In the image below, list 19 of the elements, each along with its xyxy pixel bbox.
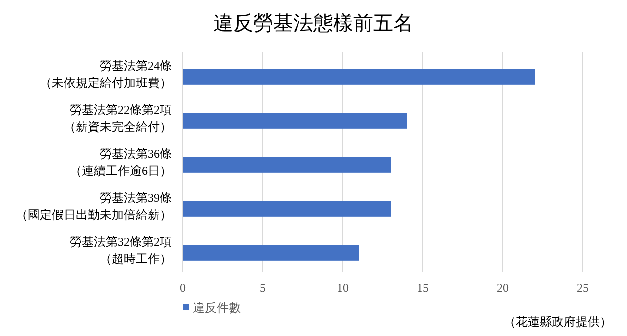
bar <box>183 113 407 129</box>
x-tick-label: 0 <box>180 281 186 295</box>
y-tick-label: 勞基法第39條（國定假日出勤未加倍給薪） <box>16 191 172 222</box>
x-tick-label: 25 <box>577 281 589 295</box>
bar <box>183 245 359 261</box>
bar <box>183 201 391 217</box>
chart-title: 違反勞基法態樣前五名 <box>214 13 414 35</box>
bar <box>183 69 535 85</box>
y-tick-label: 勞基法第32條第2項（超時工作） <box>70 235 172 266</box>
x-tick-label: 20 <box>497 281 509 295</box>
x-tick-label: 5 <box>260 281 266 295</box>
y-tick-label: 勞基法第22條第2項（薪資未完全給付） <box>64 103 172 134</box>
y-tick-label: 勞基法第24條（未依規定給付加班費） <box>40 59 172 90</box>
legend-label: 違反件數 <box>193 301 241 315</box>
x-tick-label: 15 <box>417 281 429 295</box>
bar <box>183 157 391 173</box>
text: （花蓮縣政府提供） <box>504 315 612 329</box>
y-tick-label: 勞基法第36條（連續工作逾6日） <box>70 147 172 178</box>
x-tick-label: 10 <box>337 281 349 295</box>
